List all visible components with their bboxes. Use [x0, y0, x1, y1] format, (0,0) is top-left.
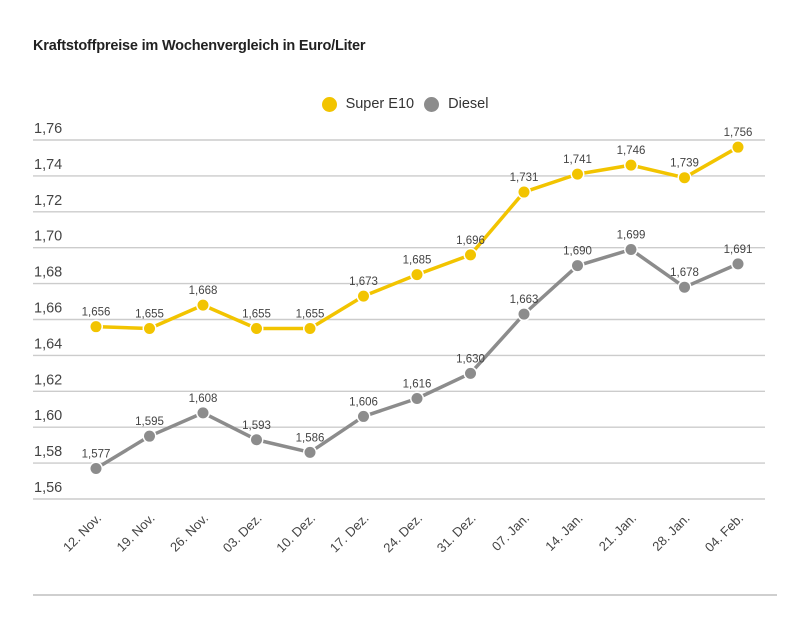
data-label: 1,655 — [242, 308, 271, 320]
data-label: 1,746 — [617, 145, 646, 157]
data-point[interactable] — [197, 299, 209, 311]
x-tick-label: 24. Dez. — [380, 511, 425, 556]
data-point[interactable] — [251, 434, 262, 446]
legend-label-super-e10: Super E10 — [345, 96, 415, 112]
data-point[interactable] — [572, 168, 583, 180]
data-point[interactable] — [518, 308, 530, 320]
data-label: 1,656 — [82, 307, 111, 319]
y-tick-label: 1,74 — [34, 157, 62, 173]
x-tick-label: 19. Nov. — [113, 511, 157, 555]
x-tick-label: 21. Jan. — [596, 511, 639, 554]
y-axis-ticks: 1,56 1,58 1,60 1,62 1,64 1,66 1,68 1,70 1,72 1,74… — [34, 121, 62, 496]
data-point[interactable] — [304, 322, 316, 334]
data-point[interactable] — [625, 159, 637, 171]
data-label: 1,739 — [670, 158, 699, 170]
data-point[interactable] — [358, 410, 369, 422]
data-label: 1,663 — [510, 294, 539, 306]
legend-swatch-diesel — [424, 96, 440, 112]
legend-label-diesel: Diesel — [448, 96, 489, 112]
data-point[interactable] — [465, 367, 476, 379]
data-point[interactable] — [732, 141, 744, 153]
data-point[interactable] — [251, 322, 262, 334]
y-tick-label: 1,58 — [34, 444, 62, 460]
data-label: 1,685 — [403, 255, 432, 267]
data-label: 1,668 — [189, 285, 218, 297]
data-point[interactable] — [144, 322, 155, 334]
x-tick-label: 10. Dez. — [273, 511, 318, 556]
data-label: 1,655 — [135, 308, 164, 320]
data-label: 1,608 — [189, 393, 218, 405]
x-tick-label: 04. Feb. — [702, 511, 746, 555]
legend-item-diesel[interactable]: Diesel — [424, 96, 488, 112]
data-point[interactable] — [625, 243, 637, 255]
data-label: 1,696 — [456, 235, 485, 247]
data-point[interactable] — [90, 462, 102, 474]
data-point[interactable] — [518, 186, 530, 198]
bottom-divider — [33, 594, 777, 596]
data-label: 1,595 — [135, 416, 164, 428]
data-label: 1,699 — [617, 229, 646, 241]
data-point[interactable] — [679, 281, 690, 293]
x-tick-label: 12. Nov. — [60, 511, 104, 555]
data-label: 1,606 — [349, 396, 378, 408]
legend: Super E10 Diesel — [0, 96, 810, 116]
y-tick-label: 1,76 — [34, 121, 62, 137]
data-label: 1,678 — [670, 267, 699, 279]
y-tick-label: 1,60 — [34, 408, 62, 424]
data-point[interactable] — [358, 290, 369, 302]
x-tick-label: 26. Nov. — [167, 511, 211, 555]
data-point[interactable] — [732, 258, 744, 270]
y-tick-label: 1,68 — [34, 265, 62, 281]
data-label: 1,586 — [296, 432, 325, 444]
data-point[interactable] — [679, 172, 690, 184]
y-tick-label: 1,72 — [34, 193, 62, 209]
data-label: 1,593 — [242, 420, 271, 432]
data-label: 1,577 — [82, 448, 111, 460]
y-tick-label: 1,70 — [34, 229, 62, 245]
data-label: 1,630 — [456, 353, 485, 365]
gridlines — [33, 139, 765, 500]
data-point[interactable] — [304, 446, 316, 458]
x-tick-label: 31. Dez. — [434, 511, 479, 556]
y-tick-label: 1,64 — [34, 336, 62, 352]
data-label: 1,655 — [296, 308, 325, 320]
data-label: 1,673 — [349, 276, 378, 288]
data-label: 1,616 — [403, 378, 432, 390]
data-point[interactable] — [411, 269, 423, 281]
series-super-e10: 1,656 1,655 1,668 1,655 1,655 1,673 1,685 1,696… — [82, 127, 753, 336]
series-diesel: 1,577 1,595 1,608 1,593 1,586 1,606 1,616 1,630… — [82, 229, 753, 476]
y-tick-label: 1,62 — [34, 372, 62, 388]
data-label: 1,756 — [724, 127, 753, 139]
data-label: 1,691 — [724, 244, 753, 256]
data-point[interactable] — [465, 249, 476, 261]
legend-swatch-super-e10 — [321, 96, 337, 112]
y-tick-label: 1,56 — [34, 480, 62, 496]
x-tick-label: 17. Dez. — [327, 511, 372, 556]
data-point[interactable] — [411, 392, 423, 404]
data-label: 1,731 — [510, 172, 539, 184]
y-tick-label: 1,66 — [34, 301, 62, 317]
data-point[interactable] — [197, 407, 209, 419]
x-tick-label: 07. Jan. — [489, 511, 532, 554]
x-axis-ticks: 12. Nov. 19. Nov. 26. Nov. 03. Dez. 10. Dez.… — [60, 511, 746, 556]
data-point[interactable] — [572, 260, 583, 272]
chart-title: Kraftstoffpreise im Wochenvergleich in E… — [33, 38, 366, 54]
data-point[interactable] — [90, 321, 102, 333]
series-line-diesel — [94, 247, 740, 471]
data-label: 1,741 — [563, 154, 592, 166]
x-tick-label: 03. Dez. — [220, 511, 265, 556]
x-tick-label: 28. Jan. — [649, 511, 692, 554]
x-tick-label: 14. Jan. — [542, 511, 585, 554]
data-label: 1,690 — [563, 246, 592, 258]
data-point[interactable] — [144, 430, 155, 442]
legend-item-super-e10[interactable]: Super E10 — [321, 96, 415, 112]
series: 1,656 1,655 1,668 1,655 1,655 1,673 1,685 1,696… — [82, 127, 753, 476]
